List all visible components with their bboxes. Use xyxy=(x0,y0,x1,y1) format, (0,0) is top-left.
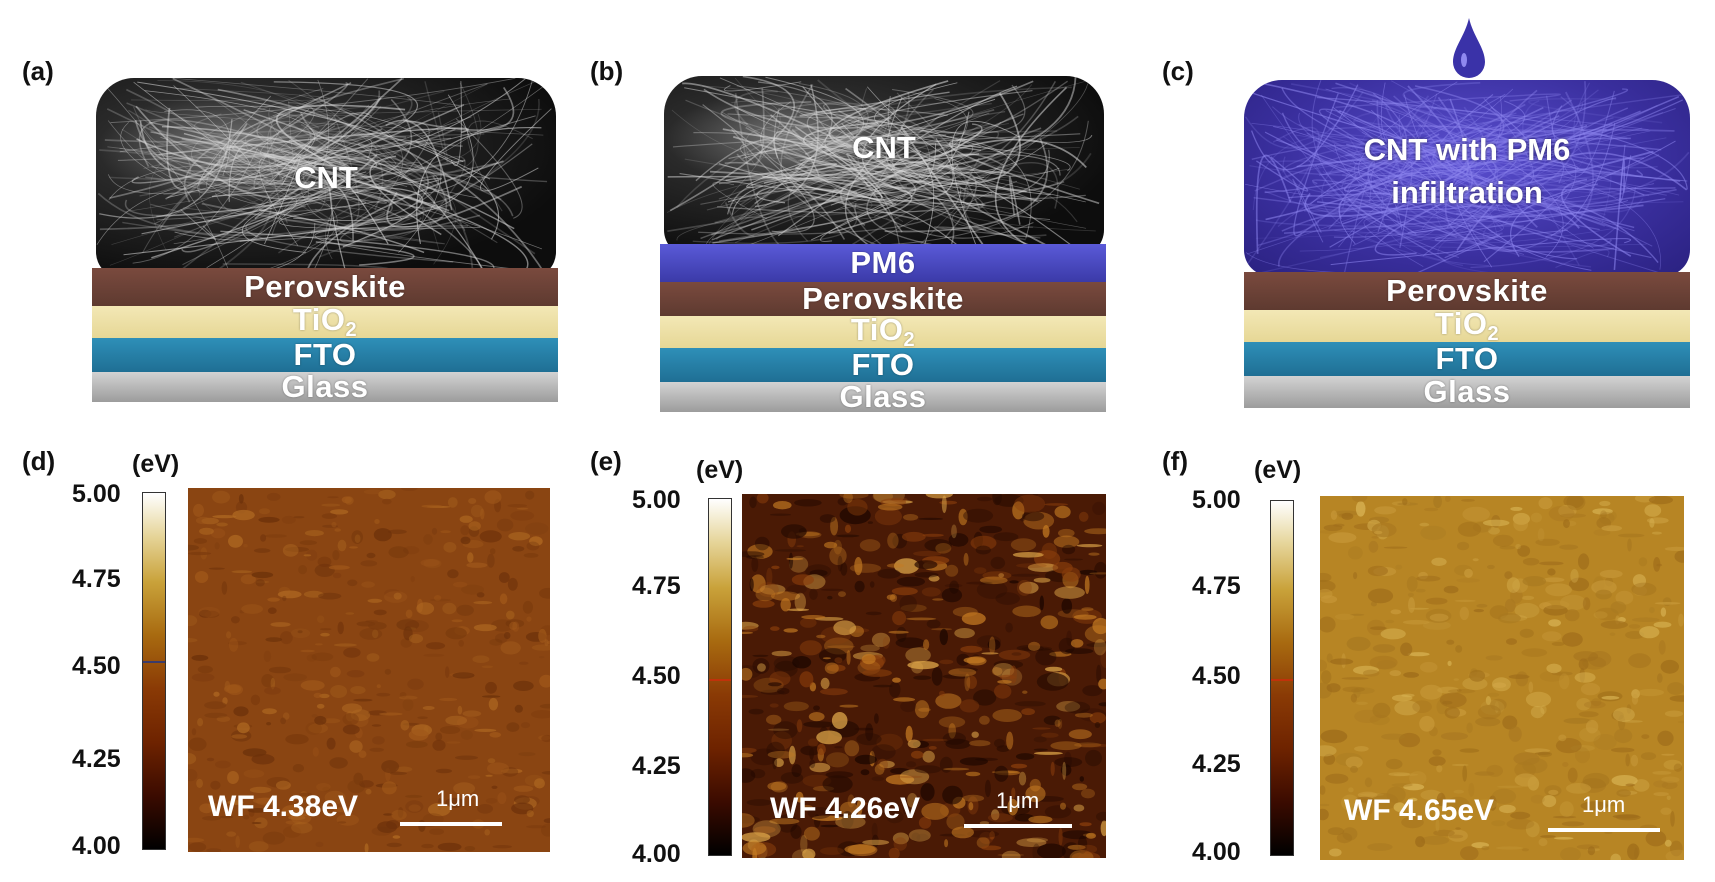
colorbar-tick-450-f: 4.50 xyxy=(1192,662,1241,690)
work-function-label-d: WF 4.38eV xyxy=(208,790,359,823)
colorbar-tick-400-d: 4.00 xyxy=(72,832,121,860)
glass-layer-b: Glass xyxy=(660,379,1106,414)
perovskite-layer-a: Perovskite xyxy=(92,268,558,306)
pm6-label-b: PM6 xyxy=(850,245,916,280)
colorbar-d xyxy=(142,492,166,850)
glass-label-b: Glass xyxy=(839,379,927,414)
cnt-label-a: CNT xyxy=(294,160,358,196)
kpfm-texture-d xyxy=(188,488,550,852)
panel-label-a: (a) xyxy=(22,56,54,86)
perovskite-layer-b: Perovskite xyxy=(660,281,1106,316)
glass-layer-c: Glass xyxy=(1244,374,1690,409)
perovskite-layer-c: Perovskite xyxy=(1244,272,1690,310)
cnt-layer-a: CNT xyxy=(96,78,556,278)
tio2-layer-b: TiO2 xyxy=(660,312,1106,351)
cnt-label-b: CNT xyxy=(852,130,916,166)
scale-bar-label-d: 1μm xyxy=(436,786,480,811)
colorbar-tick-400-e: 4.00 xyxy=(632,840,681,868)
panel-label-e: (e) xyxy=(590,446,622,476)
colorbar-f xyxy=(1270,500,1294,856)
colorbar-unit-f: (eV) xyxy=(1254,456,1302,484)
fto-label-b: FTO xyxy=(851,347,915,382)
colorbar-e xyxy=(708,498,732,856)
fto-layer-b: FTO xyxy=(660,347,1106,382)
tio2-label-b: TiO2 xyxy=(851,312,915,352)
glass-label-a: Glass xyxy=(281,369,369,404)
colorbar-tick-500-f: 5.00 xyxy=(1192,486,1241,514)
colorbar-tick-425-d: 4.25 xyxy=(72,745,121,773)
colorbar-tick-450-d: 4.50 xyxy=(72,652,121,680)
panel-label-d: (d) xyxy=(22,446,56,476)
perovskite-label-a: Perovskite xyxy=(244,269,406,304)
work-function-label-f: WF 4.65eV xyxy=(1344,794,1495,827)
glass-label-c: Glass xyxy=(1423,374,1511,409)
colorbar-tick-500-e: 5.00 xyxy=(632,486,681,514)
device-stack-a: CNT Perovskite TiO2 FTO Glass xyxy=(92,70,558,410)
kpfm-texture-f xyxy=(1320,496,1684,860)
tio2-main-c: TiO xyxy=(1434,306,1488,341)
panel-label-f: (f) xyxy=(1162,446,1188,476)
colorbar-tick-475-e: 4.75 xyxy=(632,572,681,600)
fto-layer-a: FTO xyxy=(92,337,558,372)
colorbar-tick-425-f: 4.25 xyxy=(1192,750,1241,778)
cnt-pm6-line2-c: infiltration xyxy=(1391,175,1543,210)
panel-label-b: (b) xyxy=(590,56,624,86)
colorbar-tick-450-e: 4.50 xyxy=(632,662,681,690)
scale-bar-label-e: 1μm xyxy=(996,788,1040,813)
tio2-sub-a: 2 xyxy=(345,319,358,341)
cnt-fibers-c xyxy=(1244,80,1690,276)
tio2-sub-b: 2 xyxy=(903,329,916,351)
device-stack-b: CNT PM6 Perovskite TiO2 FTO Glass xyxy=(660,72,1106,414)
scale-bar-label-f: 1μm xyxy=(1582,792,1626,817)
colorbar-unit-e: (eV) xyxy=(696,456,744,484)
fto-label-c: FTO xyxy=(1435,341,1499,376)
kpfm-map-e: WF 4.26eV 1μm xyxy=(742,494,1106,858)
tio2-main-b: TiO xyxy=(850,312,904,347)
colorbar-tick-425-e: 4.25 xyxy=(632,752,681,780)
panel-label-c: (c) xyxy=(1162,56,1194,86)
perovskite-label-b: Perovskite xyxy=(802,281,964,316)
tio2-main-a: TiO xyxy=(292,302,346,337)
kpfm-map-d: WF 4.38eV 1μm xyxy=(188,488,550,852)
cnt-layer-b: CNT xyxy=(664,76,1104,256)
cnt-fibers-a xyxy=(96,78,552,278)
fto-layer-c: FTO xyxy=(1244,341,1690,376)
device-stack-c: CNT with PM6 infiltration Perovskite TiO… xyxy=(1244,78,1690,410)
tio2-layer-a: TiO2 xyxy=(92,302,558,341)
scale-bar-d xyxy=(400,822,502,826)
colorbar-unit-d: (eV) xyxy=(132,450,180,478)
tio2-sub-c: 2 xyxy=(1487,323,1500,345)
kpfm-texture-e xyxy=(742,494,1106,858)
cnt-pm6-line1-c: CNT with PM6 xyxy=(1363,131,1571,167)
scale-bar-e xyxy=(964,824,1072,828)
colorbar-tick-475-d: 4.75 xyxy=(72,565,121,593)
tio2-label-a: TiO2 xyxy=(293,302,357,342)
cnt-pm6-layer-c: CNT with PM6 infiltration xyxy=(1244,80,1690,276)
cnt-pm6-label-c: CNT with PM6 infiltration xyxy=(1364,128,1571,215)
pm6-layer-b: PM6 xyxy=(660,244,1106,282)
colorbar-tick-475-f: 4.75 xyxy=(1192,572,1241,600)
work-function-label-e: WF 4.26eV xyxy=(770,792,921,825)
colorbar-tick-500-d: 5.00 xyxy=(72,480,121,508)
perovskite-label-c: Perovskite xyxy=(1386,273,1548,308)
colorbar-tick-400-f: 4.00 xyxy=(1192,838,1241,866)
fto-label-a: FTO xyxy=(293,337,357,372)
drop-icon xyxy=(1453,18,1485,78)
tio2-label-c: TiO2 xyxy=(1435,306,1499,346)
kpfm-map-f: WF 4.65eV 1μm xyxy=(1320,496,1684,860)
glass-layer-a: Glass xyxy=(92,369,558,404)
tio2-layer-c: TiO2 xyxy=(1244,306,1690,345)
cnt-fibers-b xyxy=(666,76,1100,256)
scale-bar-f xyxy=(1548,828,1660,832)
